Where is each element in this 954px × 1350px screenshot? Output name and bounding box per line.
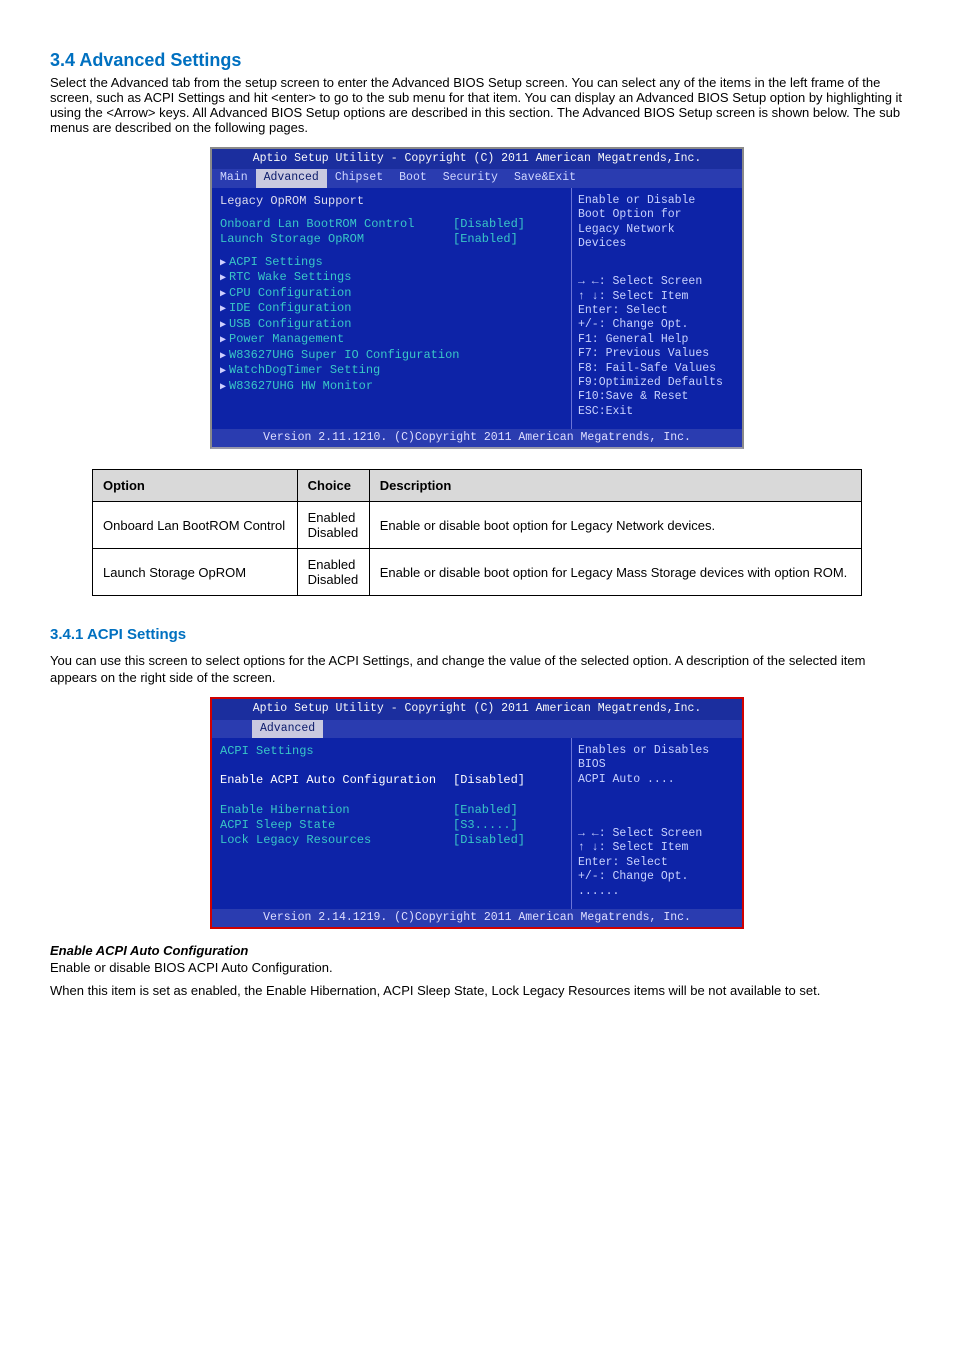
bios1-tab-boot: Boot (391, 169, 435, 187)
bios1-submenu: ▶ACPI Settings (220, 255, 563, 271)
bios2-footer: Version 2.14.1219. (C)Copyright 2011 Ame… (212, 909, 742, 927)
bios1-row: Onboard Lan BootROM Control[Disabled] (220, 217, 563, 232)
bios1-submenu: ▶W83627UHG Super IO Configuration (220, 348, 563, 364)
table-cell: EnabledDisabled (297, 549, 369, 596)
item-body-2: When this item is set as enabled, the En… (50, 983, 904, 1000)
item-title-acpi-auto: Enable ACPI Auto Configuration (50, 943, 904, 958)
table-header-option: Option (93, 470, 298, 502)
bios1-submenu: ▶W83627UHG HW Monitor (220, 379, 563, 395)
options-table-1: Option Choice Description Onboard Lan Bo… (92, 469, 862, 596)
bios1-submenu: ▶CPU Configuration (220, 286, 563, 302)
bios2-row: ACPI Sleep State[S3.....] (220, 818, 563, 833)
intro-text-1: Select the Advanced tab from the setup s… (50, 75, 904, 135)
section-heading-advanced: 3.4 Advanced Settings (50, 50, 904, 71)
bios1-row: Launch Storage OpROM[Enabled] (220, 232, 563, 247)
bios2-help-text: Enables or Disables BIOSACPI Auto .... (578, 744, 738, 787)
table-cell: Launch Storage OpROM (93, 549, 298, 596)
bios1-tab-main: Main (212, 169, 256, 187)
bios1-submenu: ▶WatchDogTimer Setting (220, 363, 563, 379)
bios1-key-legend: → ←: Select Screen↑ ↓: Select ItemEnter:… (578, 275, 738, 419)
bios2-row: Lock Legacy Resources[Disabled] (220, 833, 563, 848)
intro-text-2: You can use this screen to select option… (50, 653, 904, 687)
bios1-title: Aptio Setup Utility - Copyright (C) 2011… (212, 149, 742, 169)
bios1-section-head: Legacy OpROM Support (220, 194, 563, 209)
bios2-tabs: Advanced (212, 720, 742, 738)
bios1-tab-security: Security (435, 169, 506, 187)
bios1-submenu: ▶IDE Configuration (220, 301, 563, 317)
bios1-tab-save&exit: Save&Exit (506, 169, 584, 187)
bios2-key-legend: → ←: Select Screen↑ ↓: Select ItemEnter:… (578, 827, 738, 899)
table-cell: Onboard Lan BootROM Control (93, 502, 298, 549)
table-cell: EnabledDisabled (297, 502, 369, 549)
bios-screenshot-1: Aptio Setup Utility - Copyright (C) 2011… (210, 147, 744, 449)
bios2-title: Aptio Setup Utility - Copyright (C) 2011… (212, 699, 742, 719)
bios1-tab-chipset: Chipset (327, 169, 391, 187)
table-header-choice: Choice (297, 470, 369, 502)
table-cell: Enable or disable boot option for Legacy… (369, 502, 861, 549)
bios2-row: Enable Hibernation[Enabled] (220, 803, 563, 818)
bios1-help-text: Enable or DisableBoot Option forLegacy N… (578, 194, 738, 252)
bios1-submenu: ▶USB Configuration (220, 317, 563, 333)
table-row: Onboard Lan BootROM ControlEnabledDisabl… (93, 502, 862, 549)
bios2-tab-advanced: Advanced (252, 720, 323, 738)
table-header-description: Description (369, 470, 861, 502)
bios2-row: Enable ACPI Auto Configuration[Disabled] (220, 773, 563, 788)
bios1-footer: Version 2.11.1210. (C)Copyright 2011 Ame… (212, 429, 742, 447)
bios1-tab-advanced: Advanced (256, 169, 327, 187)
table-cell: Enable or disable boot option for Legacy… (369, 549, 861, 596)
bios2-section-head: ACPI Settings (220, 744, 563, 759)
bios1-submenu: ▶Power Management (220, 332, 563, 348)
item-body-1: Enable or disable BIOS ACPI Auto Configu… (50, 960, 904, 977)
subsection-heading-acpi: 3.4.1 ACPI Settings (50, 626, 904, 643)
bios1-submenu: ▶RTC Wake Settings (220, 270, 563, 286)
bios1-tabs: MainAdvancedChipsetBootSecuritySave&Exit (212, 169, 742, 187)
table-row: Launch Storage OpROMEnabledDisabledEnabl… (93, 549, 862, 596)
bios-screenshot-2: Aptio Setup Utility - Copyright (C) 2011… (210, 697, 744, 929)
